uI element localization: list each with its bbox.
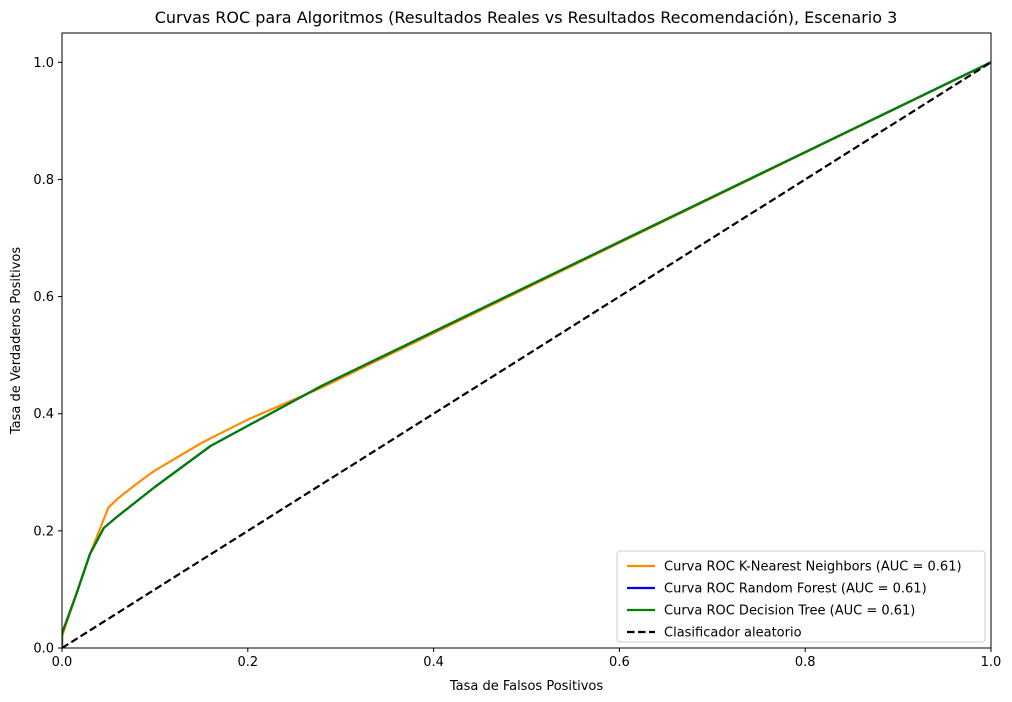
x-axis: 0.0 0.2 0.4 0.6 0.8 1.0 xyxy=(52,648,1002,670)
series-line-2 xyxy=(62,61,991,648)
x-tick-label: 0.0 xyxy=(52,655,73,670)
y-tick-label: 0.8 xyxy=(33,173,54,188)
plot-area xyxy=(62,61,991,648)
y-tick-label: 0.4 xyxy=(33,407,54,422)
series-line-3 xyxy=(62,61,991,648)
x-tick-label: 0.8 xyxy=(795,655,816,670)
legend-entry: Clasificador aleatorio xyxy=(664,626,802,641)
legend-box xyxy=(616,550,986,643)
legend-entry: Curva ROC Decision Tree (AUC = 0.61) xyxy=(664,604,915,619)
y-axis-label: Tasa de Verdaderos Positivos xyxy=(9,247,24,435)
legend-entry: Curva ROC Random Forest (AUC = 0.61) xyxy=(664,582,927,597)
x-axis-label: Tasa de Falsos Positivos xyxy=(449,679,604,694)
y-tick-label: 0.2 xyxy=(33,524,54,539)
chart-title: Curvas ROC para Algoritmos (Resultados R… xyxy=(155,8,898,27)
legend-entry: Curva ROC K-Nearest Neighbors (AUC = 0.6… xyxy=(664,560,962,575)
y-tick-label: 0.6 xyxy=(33,290,54,305)
x-tick-label: 1.0 xyxy=(981,655,1002,670)
x-tick-label: 0.6 xyxy=(609,655,630,670)
x-tick-label: 0.4 xyxy=(423,655,444,670)
x-tick-label: 0.2 xyxy=(237,655,258,670)
y-axis: 0.0 0.2 0.4 0.6 0.8 1.0 xyxy=(33,56,62,657)
plot-frame xyxy=(61,32,992,649)
y-tick-label: 1.0 xyxy=(33,56,54,71)
legend: Curva ROC K-Nearest Neighbors (AUC = 0.6… xyxy=(616,550,986,643)
y-tick-label: 0.0 xyxy=(33,642,54,657)
